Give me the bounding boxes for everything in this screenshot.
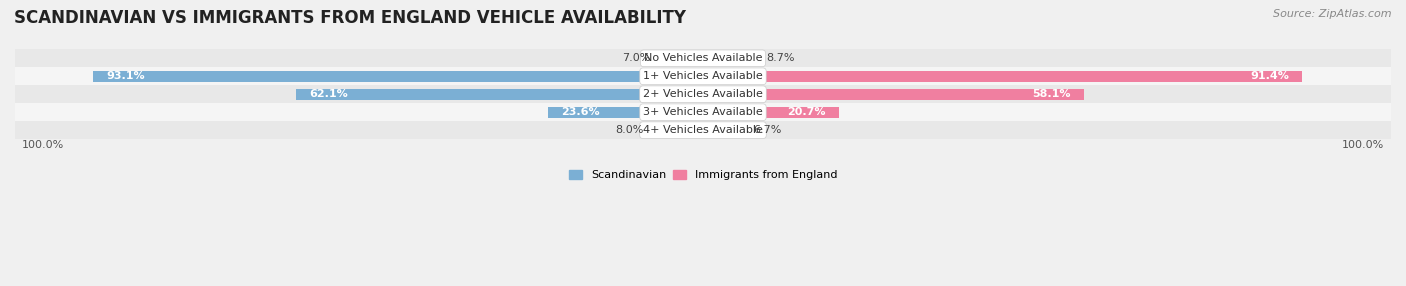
Text: No Vehicles Available: No Vehicles Available — [644, 53, 762, 63]
Bar — [548, 107, 703, 118]
Text: 8.7%: 8.7% — [766, 53, 794, 63]
Text: SCANDINAVIAN VS IMMIGRANTS FROM ENGLAND VEHICLE AVAILABILITY: SCANDINAVIAN VS IMMIGRANTS FROM ENGLAND … — [14, 9, 686, 27]
Text: Source: ZipAtlas.com: Source: ZipAtlas.com — [1274, 9, 1392, 19]
Text: 100.0%: 100.0% — [21, 140, 63, 150]
Text: 4+ Vehicles Available: 4+ Vehicles Available — [643, 125, 763, 135]
Text: 7.0%: 7.0% — [623, 53, 651, 63]
Bar — [703, 89, 1084, 100]
Text: 100.0%: 100.0% — [1343, 140, 1385, 150]
Text: 58.1%: 58.1% — [1032, 89, 1070, 99]
Text: 3+ Vehicles Available: 3+ Vehicles Available — [643, 107, 763, 117]
Text: 1+ Vehicles Available: 1+ Vehicles Available — [643, 71, 763, 81]
Bar — [93, 71, 703, 82]
Text: 8.0%: 8.0% — [616, 125, 644, 135]
Bar — [15, 85, 1391, 103]
Legend: Scandinavian, Immigrants from England: Scandinavian, Immigrants from England — [568, 170, 838, 180]
Bar — [703, 125, 747, 136]
Bar — [15, 121, 1391, 139]
Bar — [297, 89, 703, 100]
Text: 23.6%: 23.6% — [561, 107, 600, 117]
Text: 2+ Vehicles Available: 2+ Vehicles Available — [643, 89, 763, 99]
Bar — [651, 125, 703, 136]
Bar — [703, 71, 1302, 82]
Text: 62.1%: 62.1% — [309, 89, 347, 99]
Bar — [703, 53, 761, 64]
Text: 91.4%: 91.4% — [1250, 71, 1289, 81]
Bar — [15, 49, 1391, 67]
Text: 93.1%: 93.1% — [105, 71, 145, 81]
Bar — [703, 107, 838, 118]
Text: 6.7%: 6.7% — [754, 125, 782, 135]
Text: 20.7%: 20.7% — [787, 107, 825, 117]
Bar — [15, 67, 1391, 85]
Bar — [15, 103, 1391, 121]
Bar — [657, 53, 703, 64]
